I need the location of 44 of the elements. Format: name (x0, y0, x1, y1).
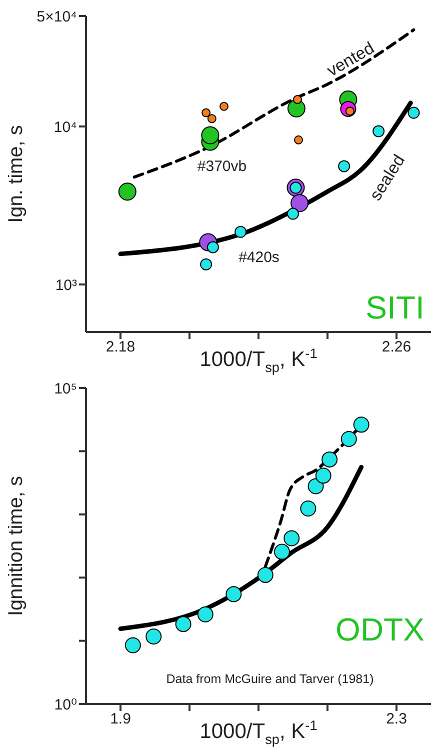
point (290, 194, 309, 212)
annotation: ODTX (336, 611, 424, 648)
point (207, 114, 216, 124)
y-tick-label: 10⁵ (54, 380, 77, 398)
point (300, 500, 316, 516)
point (175, 616, 192, 632)
x-tick-label: 1.9 (110, 710, 131, 728)
point (124, 637, 141, 654)
point (353, 416, 370, 433)
point (274, 544, 290, 560)
point (340, 430, 357, 447)
x-axis-title: 1000/T$_{sp}$, K$^{-1}$ (200, 346, 318, 375)
point (308, 478, 324, 494)
point (284, 530, 300, 546)
point (322, 451, 338, 468)
point (202, 108, 211, 118)
point (292, 95, 302, 104)
y-tick-label: 10⁴ (54, 118, 77, 136)
point (201, 126, 220, 144)
point (234, 226, 247, 238)
point (315, 468, 332, 484)
point (226, 586, 242, 602)
y-tick-label: 5×10⁴ (36, 8, 77, 26)
point (220, 102, 228, 111)
point (287, 208, 299, 220)
point (200, 258, 212, 270)
point (118, 182, 136, 201)
point (197, 606, 214, 622)
annotation: #370vb (197, 158, 247, 176)
x-axis-title: 1000/T$_{sp}$, K$^{-1}$ (200, 718, 318, 747)
y-tick-label: 10³ (55, 276, 77, 294)
x-tick-label: 2.18 (106, 338, 136, 356)
annotation: Data from McGuire and Tarver (1981) (166, 672, 374, 687)
x-tick-label: 2.26 (382, 338, 412, 356)
point (408, 106, 420, 119)
point (338, 160, 350, 172)
annotation: #420s (238, 248, 280, 266)
x-tick-label: 2.3 (386, 710, 407, 728)
annotation: SITI (366, 289, 424, 326)
point (257, 566, 274, 583)
y-tick-label: 10⁰ (54, 696, 77, 714)
point (146, 628, 162, 644)
point (294, 135, 304, 144)
point (372, 125, 385, 138)
